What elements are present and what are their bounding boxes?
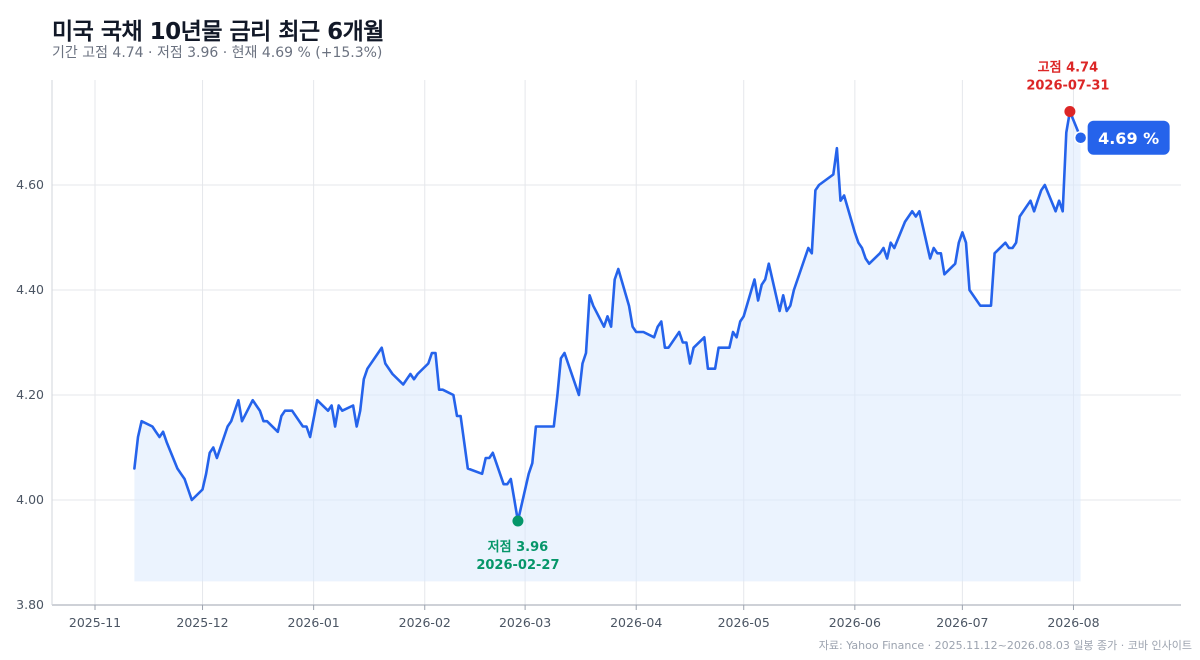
current-value-badge xyxy=(1087,120,1170,155)
high-point-marker xyxy=(1064,106,1076,117)
source-footer: 자료: Yahoo Finance · 2025.11.12~2026.08.0… xyxy=(818,639,1192,652)
x-tick-label: 2026-04 xyxy=(610,615,662,630)
x-tick-label: 2026-01 xyxy=(288,615,340,630)
current-value-label: 4.69 % xyxy=(1098,129,1159,148)
chart-title: 미국 국채 10년물 금리 최근 6개월 xyxy=(52,19,384,45)
y-tick-label: 3.80 xyxy=(16,597,44,612)
x-tick-label: 2025-12 xyxy=(176,615,228,630)
x-tick-label: 2026-06 xyxy=(829,615,881,630)
y-tick-label: 4.20 xyxy=(16,387,44,402)
high-date-label: 2026-07-31 xyxy=(1026,79,1109,94)
x-tick-label: 2026-08 xyxy=(1047,615,1099,630)
series-line xyxy=(133,110,1082,523)
x-tick-label: 2026-02 xyxy=(399,615,451,630)
x-tick-label: 2026-07 xyxy=(936,615,988,630)
y-tick-label: 4.00 xyxy=(16,492,44,507)
chart-subtitle: 기간 고점 4.74 · 저점 3.96 · 현재 4.69 % (+15.3%… xyxy=(52,45,383,61)
low-label: 저점 3.96 xyxy=(488,540,549,555)
low-date-label: 2026-02-27 xyxy=(476,558,559,573)
high-label: 고점 4.74 xyxy=(1038,61,1099,76)
x-tick-label: 2026-03 xyxy=(499,615,551,630)
area-fill xyxy=(134,111,1081,582)
low-point-marker xyxy=(512,515,524,527)
x-tick-label: 2026-05 xyxy=(718,615,770,630)
x-tick-label: 2025-11 xyxy=(69,615,121,630)
y-tick-label: 4.60 xyxy=(16,177,44,192)
y-tick-label: 4.40 xyxy=(16,282,44,297)
current-point-marker xyxy=(1073,131,1088,145)
